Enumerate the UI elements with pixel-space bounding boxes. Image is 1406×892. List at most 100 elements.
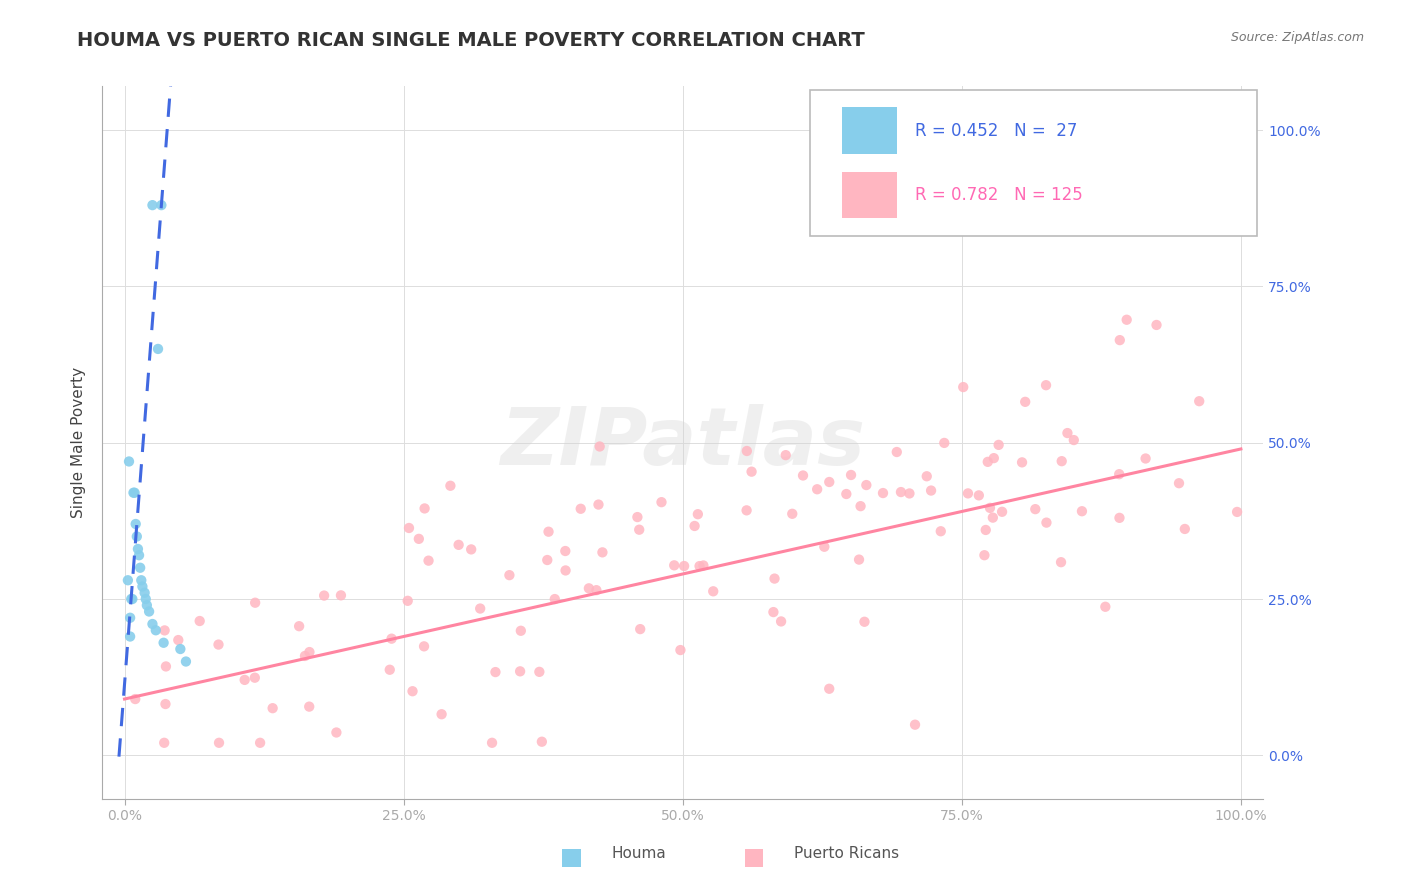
Point (952, 380, 974, 394)
Point (1108, 333, 1130, 347)
Point (898, 486, 921, 500)
Point (155, 697, 177, 711)
Point (1024, 502, 1046, 516)
Point (141, 617, 163, 632)
Point (770, 615, 793, 629)
Point (664, 558, 686, 573)
Point (153, 736, 176, 750)
Point (1188, 394, 1211, 409)
Point (141, 198, 163, 212)
Point (741, 465, 763, 479)
Point (974, 523, 997, 537)
Point (1063, 433, 1085, 447)
Point (145, 624, 167, 638)
Point (129, 560, 152, 574)
Point (588, 498, 610, 512)
Point (120, 630, 142, 644)
Point (1035, 516, 1057, 530)
Point (1226, 505, 1249, 519)
Point (381, 632, 404, 646)
Point (1050, 555, 1073, 569)
FancyBboxPatch shape (842, 107, 897, 153)
Point (125, 529, 148, 543)
Point (396, 594, 419, 608)
Point (872, 486, 894, 500)
Point (1050, 454, 1073, 468)
Point (818, 681, 841, 696)
Point (929, 524, 952, 539)
Point (1071, 504, 1094, 518)
Point (484, 665, 506, 679)
Point (498, 568, 520, 582)
Point (470, 601, 492, 615)
Point (233, 673, 256, 687)
Text: HOUMA VS PUERTO RICAN SINGLE MALE POVERTY CORRELATION CHART: HOUMA VS PUERTO RICAN SINGLE MALE POVERT… (77, 31, 865, 50)
Point (135, 599, 157, 613)
Point (127, 541, 149, 556)
Point (585, 583, 607, 598)
Point (120, 611, 142, 625)
Text: Source: ZipAtlas.com: Source: ZipAtlas.com (1230, 31, 1364, 45)
Text: R = 0.452   N =  27: R = 0.452 N = 27 (915, 121, 1077, 139)
Point (481, 736, 503, 750)
Point (692, 558, 714, 573)
Point (413, 501, 436, 516)
Point (1108, 511, 1130, 525)
Point (150, 198, 173, 212)
Point (806, 482, 828, 496)
Point (1135, 451, 1157, 466)
Point (792, 468, 814, 483)
Point (122, 485, 145, 500)
Point (835, 487, 858, 501)
Point (509, 624, 531, 638)
Text: ZIPatlas: ZIPatlas (501, 404, 865, 482)
Point (131, 580, 153, 594)
Point (626, 510, 648, 524)
Point (1168, 476, 1191, 491)
Point (167, 633, 190, 648)
Point (1094, 599, 1116, 614)
Point (780, 507, 803, 521)
Point (138, 605, 160, 619)
Point (125, 516, 148, 531)
Point (991, 505, 1014, 519)
Point (1108, 467, 1130, 482)
Point (207, 638, 229, 652)
Point (262, 701, 284, 715)
Point (152, 636, 174, 650)
Point (578, 582, 600, 596)
Point (849, 499, 872, 513)
Point (121, 592, 143, 607)
Point (735, 503, 758, 517)
Point (683, 519, 706, 533)
Point (702, 584, 724, 599)
Point (554, 544, 576, 558)
Point (853, 615, 876, 629)
Point (934, 436, 956, 450)
Point (1011, 455, 1033, 469)
FancyBboxPatch shape (810, 90, 1257, 236)
Point (294, 648, 316, 663)
Point (673, 559, 696, 574)
Point (329, 588, 352, 602)
Point (890, 485, 912, 500)
Point (530, 735, 553, 749)
Point (775, 448, 797, 462)
Point (1014, 394, 1036, 409)
Point (886, 445, 908, 459)
Point (544, 592, 567, 607)
Point (628, 523, 651, 537)
Point (118, 454, 141, 468)
Point (848, 552, 870, 566)
Point (430, 707, 453, 722)
Point (298, 645, 321, 659)
Point (155, 659, 177, 673)
Point (977, 455, 1000, 469)
Point (439, 479, 461, 493)
Point (117, 574, 139, 588)
Point (243, 671, 266, 685)
Point (855, 478, 877, 492)
Point (589, 440, 612, 454)
Point (418, 554, 440, 568)
Point (981, 510, 1004, 524)
